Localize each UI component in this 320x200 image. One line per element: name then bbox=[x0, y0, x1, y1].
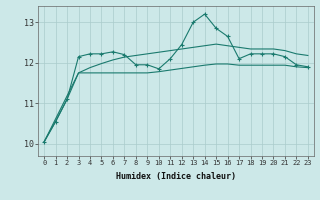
X-axis label: Humidex (Indice chaleur): Humidex (Indice chaleur) bbox=[116, 172, 236, 181]
